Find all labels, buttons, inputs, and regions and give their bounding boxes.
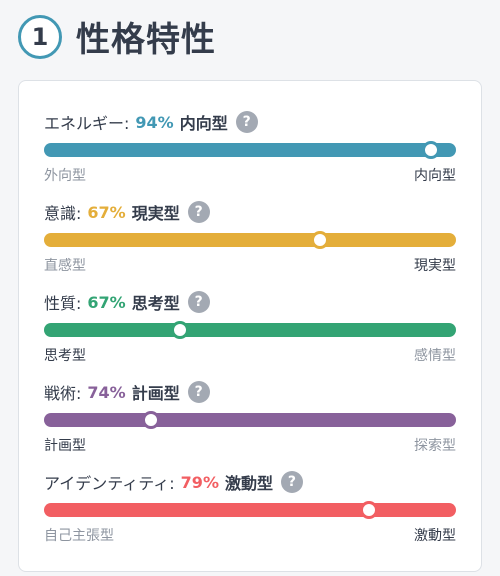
trait-percent: 94% bbox=[135, 112, 174, 132]
trait-right-label: 探索型 bbox=[414, 438, 456, 454]
traits-card: エネルギー: 94% 内向型 ? 外向型 内向型 意識: 67% 現実型 ? 直… bbox=[18, 80, 482, 572]
help-icon[interactable]: ? bbox=[187, 291, 210, 313]
trait-right-label: 感情型 bbox=[414, 348, 456, 364]
trait-bar bbox=[44, 231, 456, 249]
trait-energy: エネルギー: 94% 内向型 ? 外向型 内向型 bbox=[44, 109, 456, 185]
help-icon[interactable]: ? bbox=[235, 111, 258, 133]
trait-left-label: 外向型 bbox=[44, 168, 86, 184]
trait-bar bbox=[44, 411, 456, 429]
help-icon[interactable]: ? bbox=[187, 201, 210, 223]
help-icon[interactable]: ? bbox=[280, 471, 303, 493]
trait-type: 思考型 bbox=[131, 294, 180, 313]
help-icon[interactable]: ? bbox=[187, 381, 210, 403]
trait-name: 性質: bbox=[44, 294, 82, 313]
trait-bar-knob bbox=[360, 501, 379, 519]
trait-percent: 74% bbox=[87, 382, 126, 402]
trait-tactics: 戦術: 74% 計画型 ? 計画型 探索型 bbox=[44, 379, 456, 455]
trait-left-label: 計画型 bbox=[44, 438, 86, 454]
trait-name: 戦術: bbox=[44, 384, 82, 403]
trait-percent: 67% bbox=[87, 292, 126, 312]
trait-bar-knob bbox=[422, 141, 441, 159]
trait-mind: 意識: 67% 現実型 ? 直感型 現実型 bbox=[44, 199, 456, 275]
trait-left-label: 直感型 bbox=[44, 258, 86, 274]
section-number-badge: 1 bbox=[18, 14, 62, 59]
trait-bar bbox=[44, 141, 456, 159]
trait-bar-knob bbox=[311, 231, 330, 249]
trait-bar-knob bbox=[142, 411, 161, 429]
trait-nature: 性質: 67% 思考型 ? 思考型 感情型 bbox=[44, 289, 456, 365]
trait-percent: 67% bbox=[87, 202, 126, 222]
trait-bar bbox=[44, 321, 456, 339]
trait-name: 意識: bbox=[44, 204, 82, 223]
section-header: 1 性格特性 bbox=[18, 12, 216, 61]
trait-percent: 79% bbox=[180, 472, 219, 492]
trait-identity: アイデンティティ: 79% 激動型 ? 自己主張型 激動型 bbox=[44, 469, 456, 545]
trait-right-label: 内向型 bbox=[414, 168, 456, 184]
trait-right-label: 激動型 bbox=[414, 528, 456, 544]
trait-type: 計画型 bbox=[131, 384, 180, 403]
trait-name: エネルギー: bbox=[44, 114, 130, 133]
trait-type: 激動型 bbox=[224, 474, 273, 493]
trait-type: 内向型 bbox=[179, 114, 228, 133]
trait-type: 現実型 bbox=[131, 204, 180, 223]
trait-right-label: 現実型 bbox=[414, 258, 456, 274]
trait-left-label: 自己主張型 bbox=[44, 528, 114, 544]
section-title: 性格特性 bbox=[76, 20, 216, 60]
trait-bar bbox=[44, 501, 456, 519]
trait-name: アイデンティティ: bbox=[44, 474, 175, 493]
trait-bar-knob bbox=[170, 321, 189, 339]
trait-left-label: 思考型 bbox=[44, 348, 86, 364]
